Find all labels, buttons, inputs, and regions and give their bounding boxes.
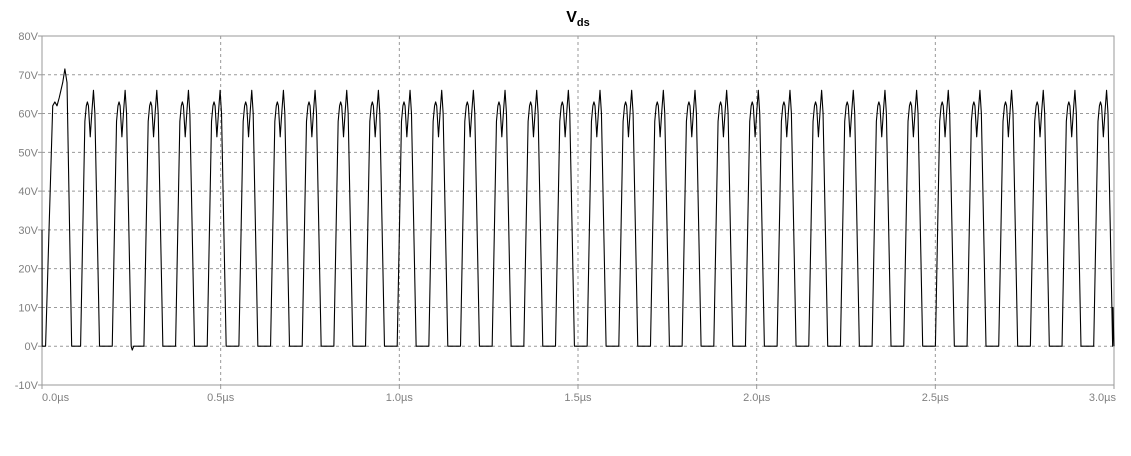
y-axis-ticks: -10V 0V 10V 20V 30V 40V 50V 60V 70V 80V — [15, 31, 42, 392]
vds-trace — [41, 68, 1115, 351]
grid — [42, 36, 1114, 385]
y-tick-label: 80V — [18, 31, 38, 43]
x-tick-label: 1.0µs — [386, 392, 414, 404]
y-tick-label: 0V — [25, 341, 39, 353]
x-tick-label: 3.0µs — [1089, 392, 1117, 404]
y-tick-label: 20V — [18, 264, 38, 276]
x-tick-label: 1.5µs — [564, 392, 592, 404]
y-tick-label: 50V — [18, 147, 38, 159]
y-tick-label: 10V — [18, 302, 38, 314]
y-tick-label: 60V — [18, 109, 38, 121]
x-axis-ticks: 0.0µs 0.5µs 1.0µs 1.5µs 2.0µs 2.5µs 3.0µs — [41, 385, 1117, 404]
x-tick-label: 2.5µs — [922, 392, 950, 404]
x-tick-label: 0.5µs — [207, 392, 235, 404]
chart-title: Vds — [566, 9, 590, 29]
y-tick-label: 40V — [18, 186, 38, 198]
x-tick-label: 2.0µs — [743, 392, 771, 404]
y-tick-label: -10V — [15, 380, 39, 392]
y-tick-label: 70V — [18, 70, 38, 82]
y-tick-label: 30V — [18, 225, 38, 237]
x-tick-label: 0.0µs — [42, 392, 70, 404]
